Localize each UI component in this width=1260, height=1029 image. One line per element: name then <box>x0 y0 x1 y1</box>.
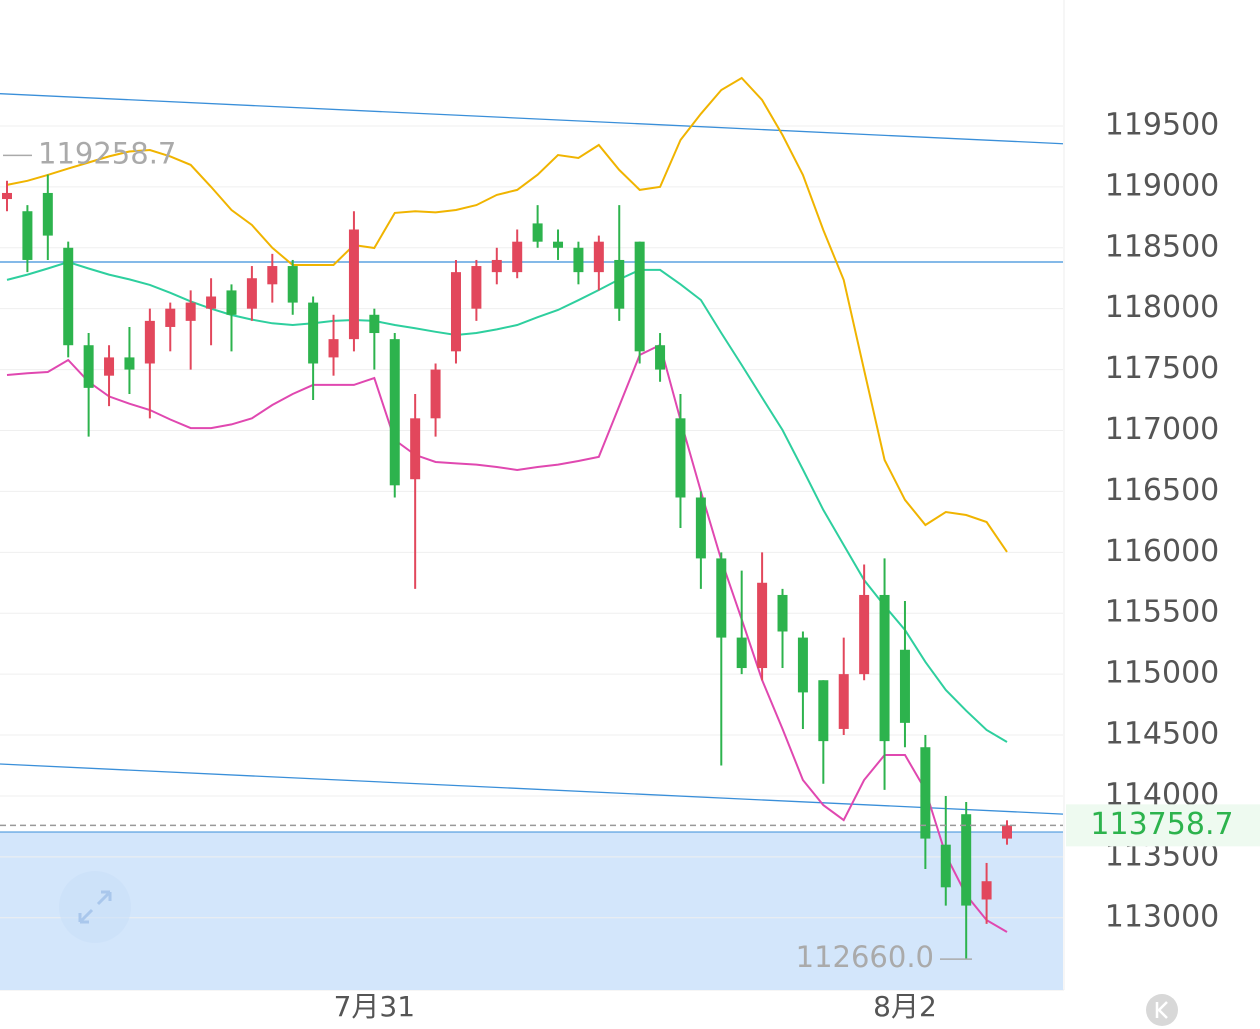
candle-body <box>348 229 359 340</box>
candle-body <box>2 192 12 200</box>
candle-body <box>124 357 135 370</box>
candle-body <box>553 241 564 248</box>
candle-body <box>797 637 808 693</box>
candle-body <box>389 339 400 486</box>
k-button[interactable] <box>1146 994 1178 1026</box>
candle-body <box>614 259 625 309</box>
band-line <box>6 76 1008 553</box>
min-label: 112660.0 <box>796 940 934 974</box>
candle-body <box>757 582 768 669</box>
candle-body <box>369 314 380 334</box>
y-tick-label: 116000 <box>1105 534 1220 569</box>
candle-body <box>246 278 257 309</box>
candle-body <box>287 266 298 303</box>
y-tick-label: 115500 <box>1105 595 1220 630</box>
k-icon <box>1155 1001 1168 1019</box>
expand-button[interactable] <box>59 871 131 943</box>
candle-body <box>838 674 849 729</box>
plot: 119258.7 112660.0 <box>0 76 1064 990</box>
candle-body <box>165 308 176 327</box>
candle-body <box>899 649 910 723</box>
candle-body <box>736 637 747 669</box>
candle-body <box>1002 825 1012 839</box>
candle-body <box>981 881 992 900</box>
y-tick-label: 113000 <box>1105 899 1220 934</box>
expand-icon <box>78 890 112 924</box>
candle-body <box>22 211 33 260</box>
candle-body <box>83 345 94 388</box>
candle-body <box>818 680 829 742</box>
x-tick-label: 7月31 <box>334 990 415 1023</box>
candle-body <box>471 266 482 309</box>
x-tick-label: 8月2 <box>873 990 937 1023</box>
candle-body <box>185 302 196 321</box>
y-tick-label: 119500 <box>1105 107 1220 142</box>
candle-body <box>777 594 788 632</box>
last-price-label: 113758.7 <box>1090 807 1233 842</box>
band-line <box>6 260 1008 743</box>
candle-body <box>226 290 237 315</box>
band-line <box>6 343 1008 933</box>
candle-body <box>308 302 319 364</box>
candle-body <box>920 747 931 839</box>
candle-body <box>879 594 890 742</box>
candle-body <box>593 241 604 273</box>
y-tick-label: 117500 <box>1105 351 1220 386</box>
candle-body <box>655 345 666 370</box>
candle-body <box>675 418 686 498</box>
y-tick-label: 118000 <box>1105 290 1220 325</box>
candle-body <box>961 814 972 906</box>
candle-body <box>512 241 523 273</box>
trendline <box>0 93 1064 145</box>
candle-body <box>104 357 115 376</box>
candle-body <box>859 594 870 675</box>
candle-body <box>695 497 706 559</box>
last-price-box <box>1066 804 1260 847</box>
candle-body <box>716 558 727 638</box>
candle-body <box>206 296 217 309</box>
y-tick-label: 119000 <box>1105 168 1220 203</box>
y-tick-label: 114500 <box>1105 717 1220 752</box>
candle-body <box>940 844 951 888</box>
candle-body <box>573 247 584 273</box>
candle-body <box>450 272 461 352</box>
candle-body <box>42 192 53 236</box>
candle-body <box>532 223 543 242</box>
y-tick-label: 115000 <box>1105 656 1220 691</box>
y-tick-label: 116500 <box>1105 473 1220 508</box>
zone <box>0 832 1063 990</box>
candle-body <box>430 369 441 419</box>
candle-body <box>267 266 278 285</box>
candle-body <box>491 259 502 273</box>
max-label: 119258.7 <box>38 136 176 170</box>
trendline <box>0 763 1064 815</box>
candle-body <box>63 247 74 346</box>
y-tick-label: 118500 <box>1105 229 1220 264</box>
y-tick-label: 117000 <box>1105 412 1220 447</box>
candle-body <box>410 418 421 480</box>
candle-body <box>634 241 645 352</box>
candle-body <box>144 320 155 364</box>
candle-body <box>328 339 339 358</box>
